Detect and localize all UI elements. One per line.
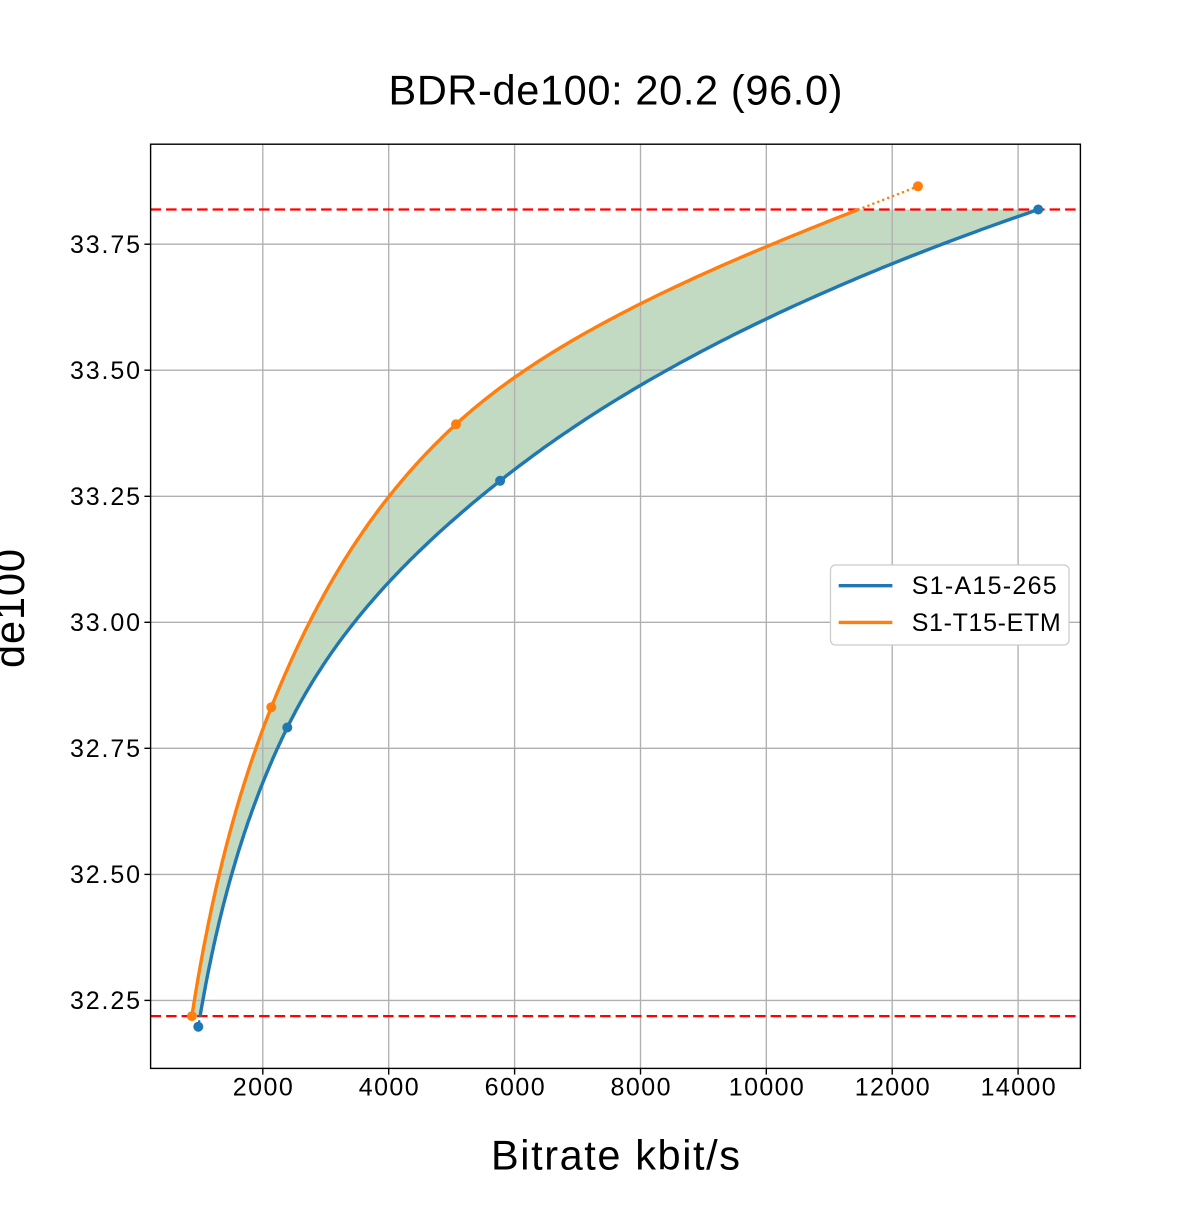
svg-text:14000: 14000 — [981, 1074, 1056, 1102]
svg-text:33.75: 33.75 — [70, 231, 140, 259]
svg-text:2000: 2000 — [233, 1074, 293, 1102]
svg-text:BDR-de100: 20.2 (96.0): BDR-de100: 20.2 (96.0) — [389, 67, 843, 114]
svg-text:4000: 4000 — [359, 1074, 419, 1102]
svg-text:10000: 10000 — [729, 1074, 804, 1102]
svg-text:8000: 8000 — [611, 1074, 671, 1102]
svg-text:32.50: 32.50 — [70, 861, 140, 889]
svg-text:33.50: 33.50 — [70, 357, 140, 385]
svg-text:Bitrate kbit/s: Bitrate kbit/s — [491, 1132, 740, 1179]
svg-text:6000: 6000 — [485, 1074, 545, 1102]
svg-text:12000: 12000 — [855, 1074, 930, 1102]
svg-text:S1-A15-265: S1-A15-265 — [912, 572, 1057, 600]
svg-text:de100: de100 — [0, 549, 33, 668]
svg-text:32.25: 32.25 — [70, 987, 140, 1015]
svg-text:S1-T15-ETM: S1-T15-ETM — [912, 609, 1061, 637]
svg-text:32.75: 32.75 — [70, 735, 140, 763]
svg-text:33.25: 33.25 — [70, 483, 140, 511]
svg-text:33.00: 33.00 — [70, 609, 140, 637]
